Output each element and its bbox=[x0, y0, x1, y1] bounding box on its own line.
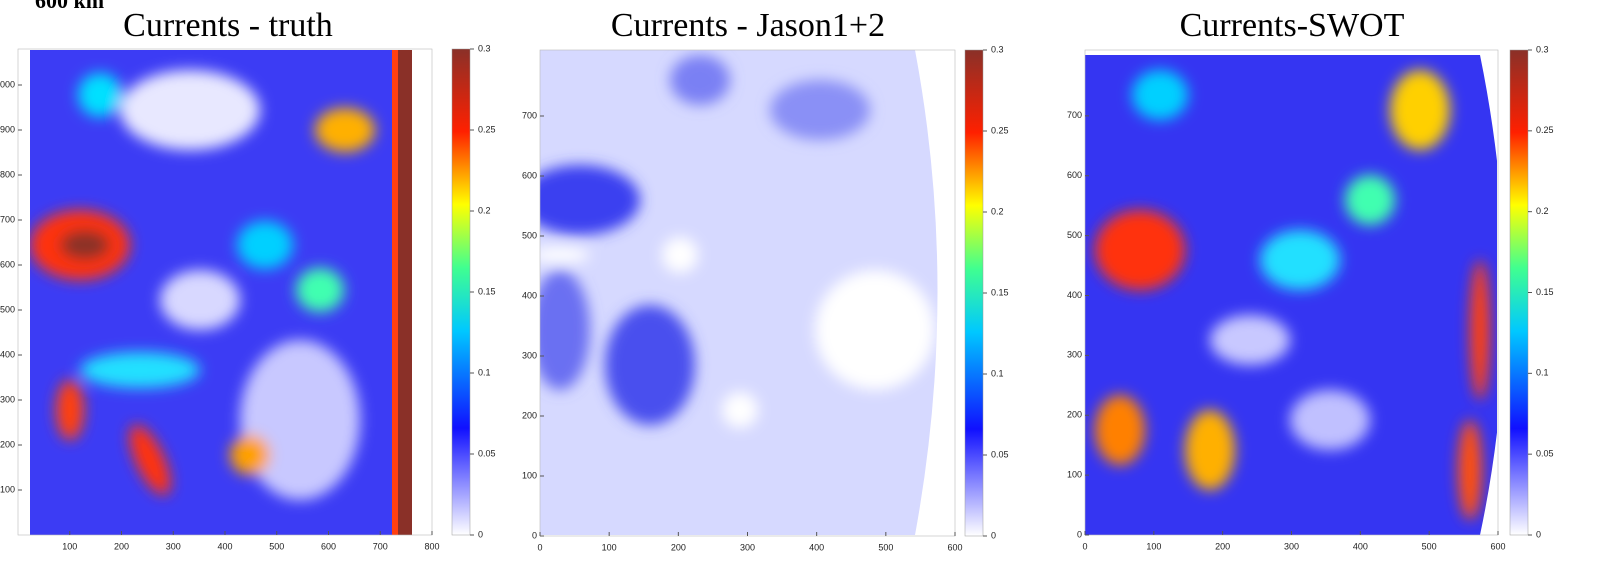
y-tick-label: 100 bbox=[0, 484, 15, 494]
x-tick-label: 200 bbox=[1215, 541, 1230, 551]
colorbar-tick-label: 0.1 bbox=[478, 367, 491, 377]
x-tick-label: 600 bbox=[1490, 541, 1505, 551]
x-tick-label: 100 bbox=[602, 542, 617, 552]
y-tick-label: 600 bbox=[522, 170, 537, 180]
colorbar-tick-label: 0 bbox=[1536, 529, 1541, 539]
y-tick-label: 0 bbox=[1077, 529, 1082, 539]
colorbar-tick-label: 0.3 bbox=[478, 43, 491, 53]
y-tick-label: 700 bbox=[0, 214, 15, 224]
y-tick-label: 500 bbox=[0, 304, 15, 314]
annotation: 600 km bbox=[35, 0, 104, 13]
colorbar-tick-label: 0 bbox=[478, 529, 483, 539]
x-tick-label: 100 bbox=[1146, 541, 1161, 551]
y-tick-label: 200 bbox=[0, 439, 15, 449]
colorbar bbox=[964, 49, 984, 537]
colorbar-tick-label: 0.05 bbox=[478, 448, 496, 458]
y-tick-label: 1000 bbox=[0, 79, 15, 89]
x-tick-label: 600 bbox=[947, 542, 962, 552]
y-tick-label: 800 bbox=[0, 169, 15, 179]
colorbar-tick-label: 0.15 bbox=[991, 287, 1009, 297]
x-tick-label: 300 bbox=[1284, 541, 1299, 551]
y-tick-label: 700 bbox=[1067, 110, 1082, 120]
y-tick-label: 700 bbox=[522, 110, 537, 120]
field-truth bbox=[30, 50, 420, 535]
x-tick-label: 0 bbox=[1082, 541, 1087, 551]
colorbar-tick-label: 0.25 bbox=[1536, 125, 1554, 135]
colorbar-tick-label: 0 bbox=[991, 530, 996, 540]
x-tick-label: 200 bbox=[114, 541, 129, 551]
y-tick-label: 500 bbox=[1067, 230, 1082, 240]
x-tick-label: 800 bbox=[424, 541, 439, 551]
colorbar-tick-label: 0.15 bbox=[1536, 287, 1554, 297]
y-tick-label: 900 bbox=[0, 124, 15, 134]
colorbar-tick-label: 0.3 bbox=[991, 44, 1004, 54]
colorbar-tick-label: 0.1 bbox=[1536, 368, 1549, 378]
colorbar-tick-label: 0.05 bbox=[991, 449, 1009, 459]
colorbar-tick-label: 0.1 bbox=[991, 368, 1004, 378]
y-tick-label: 200 bbox=[1067, 410, 1082, 420]
y-tick-label: 300 bbox=[522, 350, 537, 360]
x-tick-label: 500 bbox=[1422, 541, 1437, 551]
colorbar-tick-label: 0.2 bbox=[991, 206, 1004, 216]
y-tick-label: 300 bbox=[1067, 350, 1082, 360]
y-tick-label: 500 bbox=[522, 230, 537, 240]
x-tick-label: 200 bbox=[671, 542, 686, 552]
y-tick-label: 400 bbox=[1067, 290, 1082, 300]
x-tick-label: 500 bbox=[878, 542, 893, 552]
x-tick-label: 400 bbox=[217, 541, 232, 551]
y-tick-label: 200 bbox=[522, 410, 537, 420]
x-tick-label: 0 bbox=[537, 542, 542, 552]
x-tick-label: 400 bbox=[1353, 541, 1368, 551]
colorbar bbox=[451, 48, 471, 536]
y-tick-label: 100 bbox=[522, 470, 537, 480]
colorbar-tick-label: 0.2 bbox=[1536, 206, 1549, 216]
x-tick-label: 100 bbox=[62, 541, 77, 551]
y-tick-label: 400 bbox=[522, 290, 537, 300]
y-tick-label: 600 bbox=[1067, 170, 1082, 180]
colorbar-tick-label: 0.15 bbox=[478, 286, 496, 296]
y-tick-label: 600 bbox=[0, 259, 15, 269]
y-tick-label: 0 bbox=[532, 530, 537, 540]
field-swot bbox=[1085, 55, 1497, 535]
colorbar-tick-label: 0.2 bbox=[478, 205, 491, 215]
x-tick-label: 500 bbox=[269, 541, 284, 551]
x-tick-label: 700 bbox=[373, 541, 388, 551]
x-tick-label: 600 bbox=[321, 541, 336, 551]
x-tick-label: 300 bbox=[166, 541, 181, 551]
y-tick-label: 300 bbox=[0, 394, 15, 404]
y-tick-label: 100 bbox=[1067, 469, 1082, 479]
x-tick-label: 300 bbox=[740, 542, 755, 552]
colorbar-tick-label: 0.3 bbox=[1536, 44, 1549, 54]
colorbar-tick-label: 0.25 bbox=[991, 125, 1009, 135]
panel-title: Currents-SWOT bbox=[1180, 7, 1405, 44]
colorbar-tick-label: 0.25 bbox=[478, 124, 496, 134]
x-tick-label: 400 bbox=[809, 542, 824, 552]
field-jason bbox=[540, 50, 945, 535]
panel-title: Currents - truth bbox=[123, 7, 333, 44]
colorbar bbox=[1509, 49, 1529, 536]
colorbar-tick-label: 0.05 bbox=[1536, 449, 1554, 459]
panel-title: Currents - Jason1+2 bbox=[611, 7, 885, 44]
y-tick-label: 400 bbox=[0, 349, 15, 359]
